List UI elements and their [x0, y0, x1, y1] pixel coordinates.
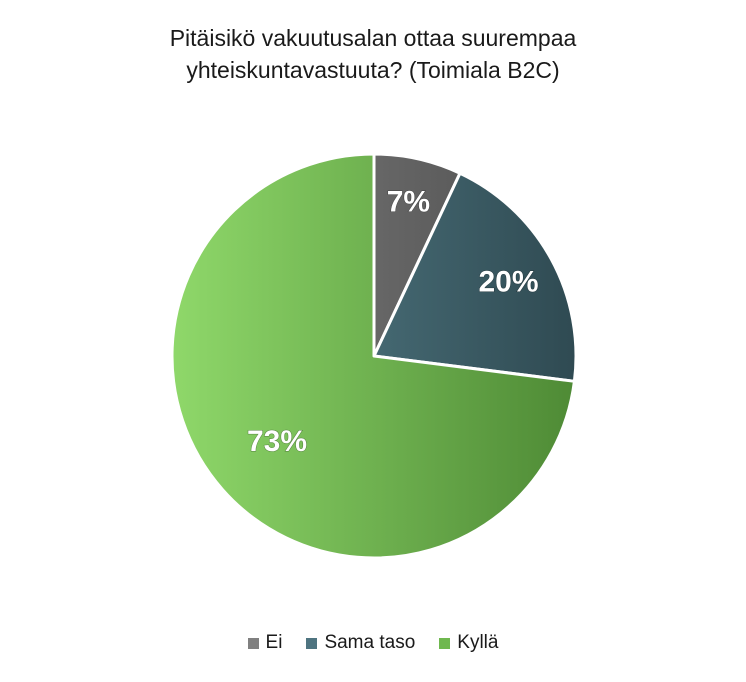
legend-label-sama-taso: Sama taso	[324, 632, 416, 653]
legend-swatch-ei	[247, 637, 259, 649]
legend-swatch-kylla	[439, 637, 451, 649]
pie-slice-kyll-	[170, 152, 576, 560]
legend-item-sama-taso: Sama taso	[306, 632, 415, 654]
data-label-ei: 7%	[387, 186, 430, 219]
legend-label-kylla: Kyllä	[457, 632, 499, 653]
legend-swatch-sama-taso	[306, 637, 318, 649]
legend-item-ei: Ei	[247, 632, 283, 654]
chart-title: Pitäisikö vakuutusalan ottaa suurempaa y…	[0, 22, 746, 86]
legend: Ei Sama taso Kyllä	[0, 632, 746, 654]
data-label-kyll-: 73%	[247, 425, 307, 458]
chart-title-line-1: Pitäisikö vakuutusalan ottaa suurempaa	[169, 25, 577, 51]
legend-item-kylla: Kyllä	[439, 632, 498, 654]
chart-title-line-2: yhteiskuntavastuuta? (Toimiala B2C)	[186, 57, 560, 83]
legend-label-ei: Ei	[265, 632, 283, 653]
pie-slice-sama-taso	[372, 171, 578, 383]
data-label-sama-taso: 20%	[479, 266, 539, 299]
